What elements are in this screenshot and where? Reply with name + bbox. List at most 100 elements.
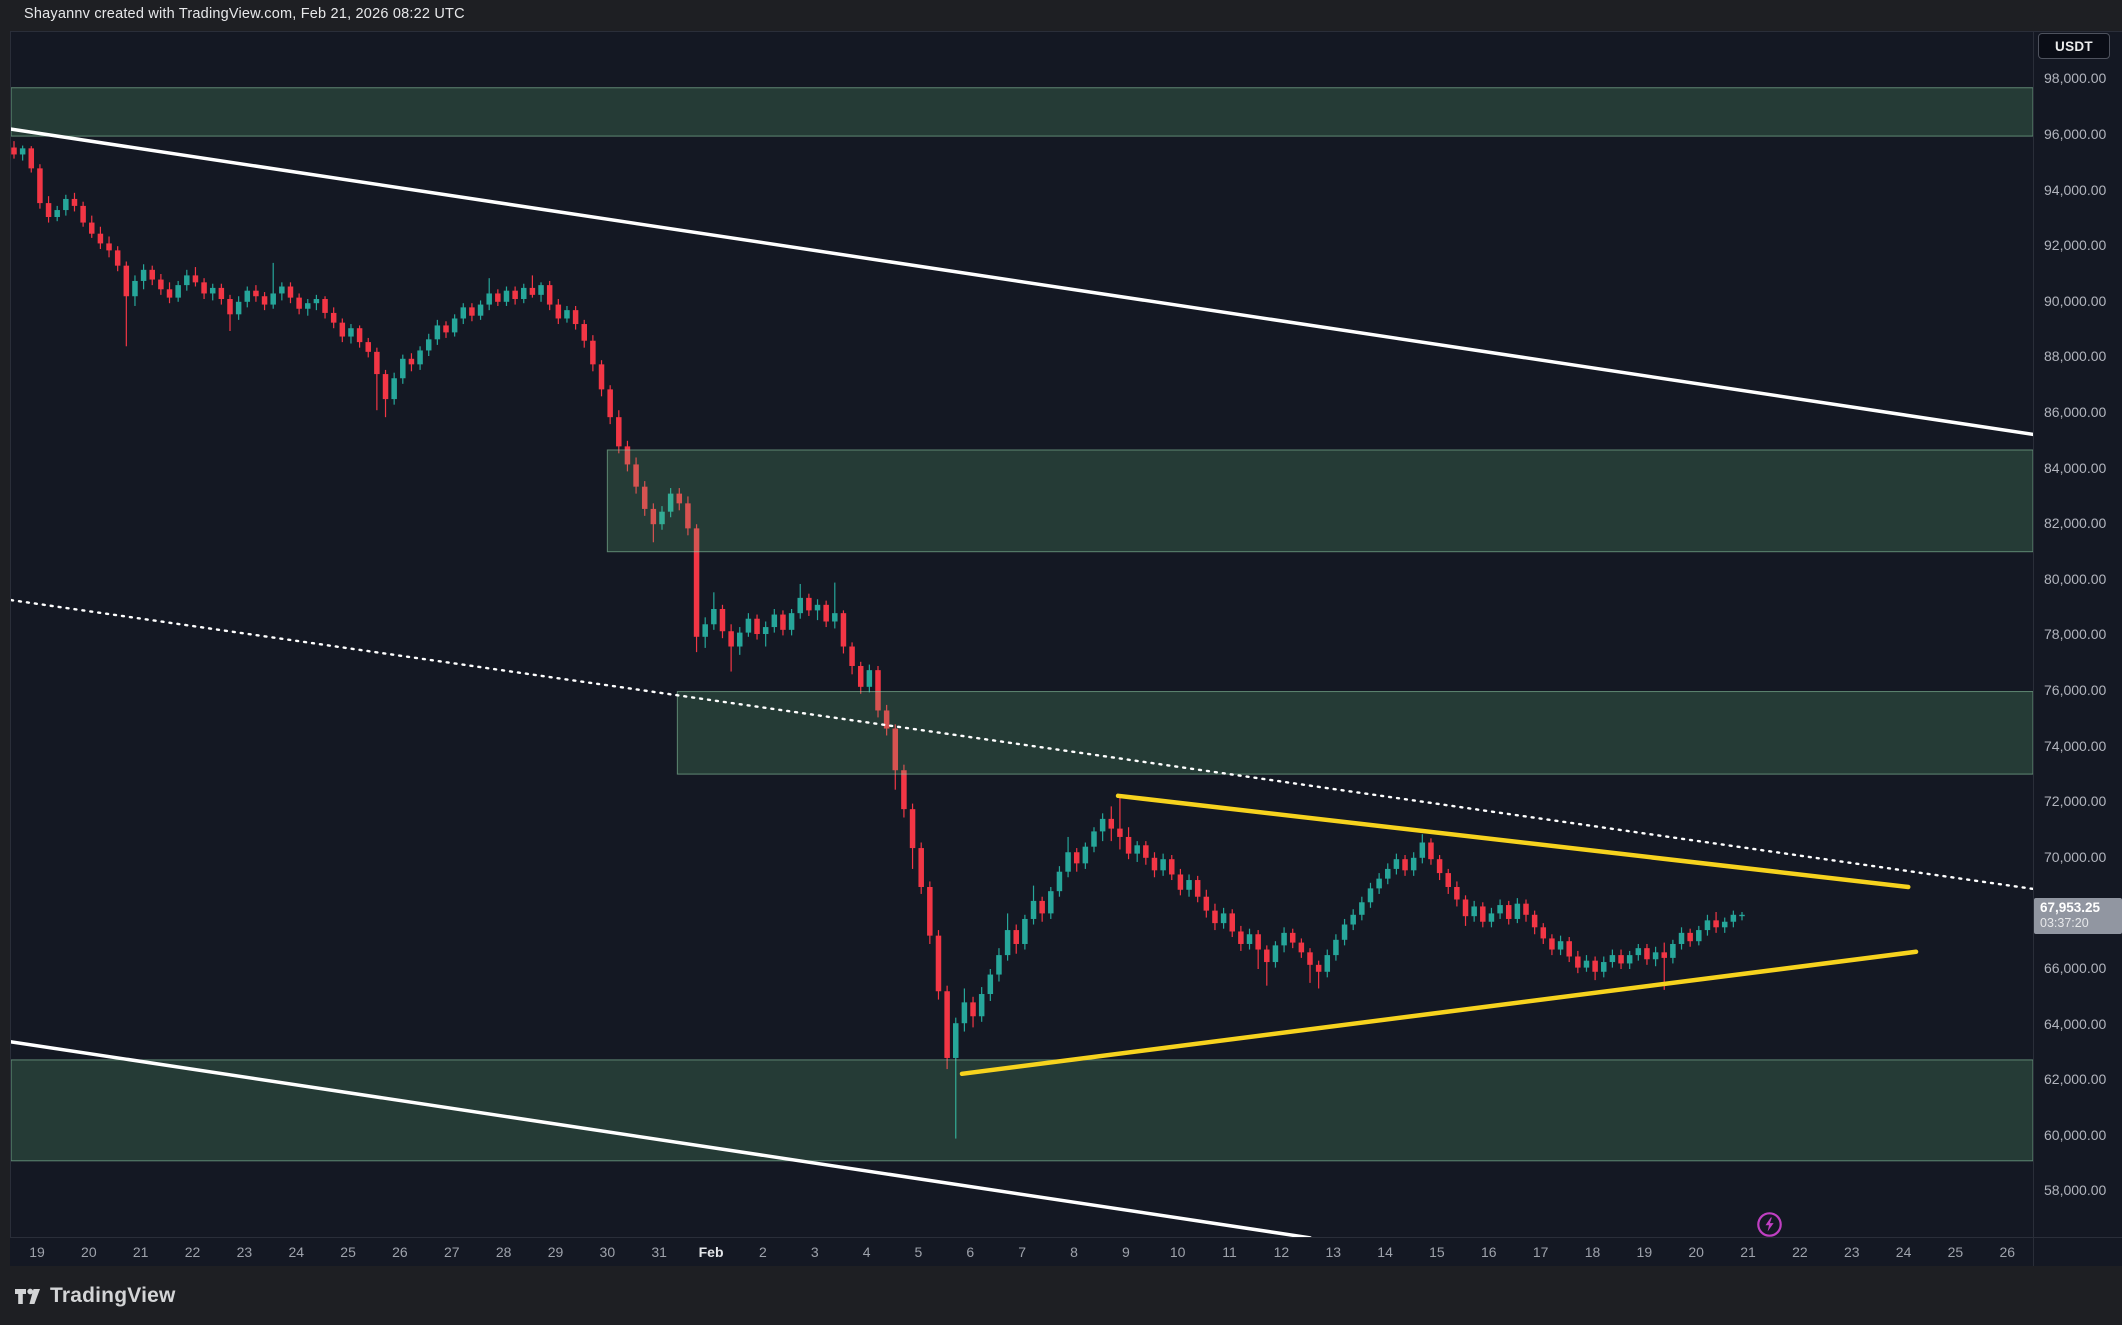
plot-area	[11, 87, 2033, 1237]
candle-body	[1575, 956, 1581, 968]
time-axis-label: 8	[1070, 1244, 1078, 1260]
candle-body	[1238, 931, 1244, 944]
candle-body	[1514, 903, 1521, 919]
candle-body	[624, 446, 631, 465]
time-axis-label: 9	[1121, 1244, 1130, 1260]
candle-body	[1220, 913, 1227, 924]
chart-watermark: Shayannv created with TradingView.com, F…	[24, 6, 465, 22]
candle-body	[659, 511, 665, 525]
price-axis-label: 96,000.00	[2044, 126, 2107, 142]
price-axis-label: 86,000.00	[2044, 404, 2107, 420]
candle-body	[175, 285, 181, 298]
candle-body	[823, 604, 829, 622]
price-axis-label: 66,000.00	[2044, 960, 2107, 976]
price-axis[interactable]: 98,000.00 96,000.00 94,000.00 92,000.00 90,0…	[2034, 31, 2122, 1237]
candle-body	[866, 670, 873, 687]
candle-body	[1385, 868, 1391, 879]
candle-body	[1410, 857, 1417, 871]
time-axis-label: 11	[1222, 1244, 1237, 1260]
candle-body	[806, 597, 812, 611]
price-axis-label: 98,000.00	[2044, 70, 2107, 87]
chart-top-border	[10, 31, 2122, 32]
candle-body	[356, 328, 363, 343]
candle-body	[1091, 831, 1097, 847]
candle-body	[1393, 859, 1400, 869]
candle-body	[330, 312, 337, 323]
tradingview-logo[interactable]: TradingView	[14, 1281, 176, 1311]
candle-body	[685, 503, 691, 529]
time-axis-label: 19	[1636, 1244, 1653, 1260]
candle-body	[996, 955, 1002, 975]
time-axis-label: 20	[81, 1244, 97, 1260]
candle-body	[149, 269, 155, 280]
time-axis-label: 17	[1532, 1244, 1549, 1260]
time-axis[interactable]: 19 20 21 22 23 24 25 26 27 28 29 30 31 Feb 2 3 4 5 6 7 8 9 10 1…	[10, 1238, 2033, 1266]
candle-body	[400, 358, 406, 379]
candle-body	[892, 728, 899, 771]
price-axis-label: 84,000.00	[2044, 459, 2107, 476]
candle-body	[1704, 920, 1711, 931]
time-axis-label: 18	[1584, 1244, 1601, 1260]
candle-body	[616, 417, 622, 447]
time-axis-label: 31	[651, 1244, 667, 1260]
candle-body	[987, 974, 994, 995]
candle-body	[80, 205, 86, 223]
candle-body	[279, 286, 285, 294]
candle-body	[1134, 845, 1140, 854]
candle-body	[1480, 906, 1486, 922]
price-axis-label: 58,000.00	[2044, 1182, 2107, 1199]
candle-body	[1687, 932, 1693, 942]
candle-body	[1419, 842, 1426, 858]
demand-zone-59.1k-62.7k	[11, 1059, 2033, 1162]
time-axis-label: 30	[599, 1244, 616, 1260]
candle-body	[261, 296, 268, 305]
time-axis-label: 29	[547, 1244, 564, 1260]
time-axis-label: 10	[1169, 1244, 1186, 1260]
candle-body	[391, 378, 397, 400]
lightning-icon[interactable]	[1756, 1211, 1783, 1238]
price-axis-label: 74,000.00	[2044, 737, 2107, 754]
candle-body	[1194, 880, 1201, 897]
candle-body	[1013, 930, 1019, 944]
candle-body	[1203, 896, 1210, 911]
candle-body	[797, 597, 803, 614]
price-axis-label: 92,000.00	[2044, 237, 2107, 254]
supply-zone-81k-84.7k	[606, 449, 2033, 553]
price-axis-label: 70,000.00	[2044, 848, 2107, 865]
candle-body	[477, 304, 484, 316]
candle-body	[1099, 818, 1106, 832]
quote-currency-badge[interactable]: USDT	[2038, 33, 2110, 59]
candle-body	[1264, 949, 1270, 963]
price-axis-label: 64,000.00	[2044, 1015, 2107, 1032]
price-axis-label: 90,000.00	[2044, 292, 2107, 309]
descending-channel-top	[11, 127, 2033, 437]
time-axis-label: 22	[1792, 1244, 1808, 1260]
candle-body	[1143, 845, 1149, 858]
candle-body	[1246, 934, 1253, 944]
candle-body	[89, 222, 95, 234]
candle-body	[63, 198, 69, 211]
candle-body	[961, 1002, 968, 1024]
candle-body	[1125, 836, 1132, 854]
price-axis-label: 94,000.00	[2044, 181, 2107, 198]
candle-body	[1488, 913, 1495, 922]
candle-body	[425, 339, 432, 351]
candle-body	[45, 203, 52, 218]
candle-body	[408, 358, 415, 365]
candle-body	[1117, 828, 1123, 837]
last-price-value: 67,953.25	[2040, 899, 2101, 915]
candle-body	[1151, 857, 1158, 871]
candle-body	[1272, 945, 1279, 963]
candle-body	[521, 287, 527, 300]
candle-body	[1073, 852, 1080, 864]
candle-body	[693, 528, 700, 637]
candle-body	[1497, 905, 1503, 914]
candle-body	[244, 290, 251, 302]
candle-body	[555, 304, 562, 319]
candle-body	[944, 991, 950, 1058]
candle-body	[883, 710, 890, 729]
time-axis-label: 23	[236, 1244, 253, 1260]
candle-body	[1367, 888, 1374, 903]
